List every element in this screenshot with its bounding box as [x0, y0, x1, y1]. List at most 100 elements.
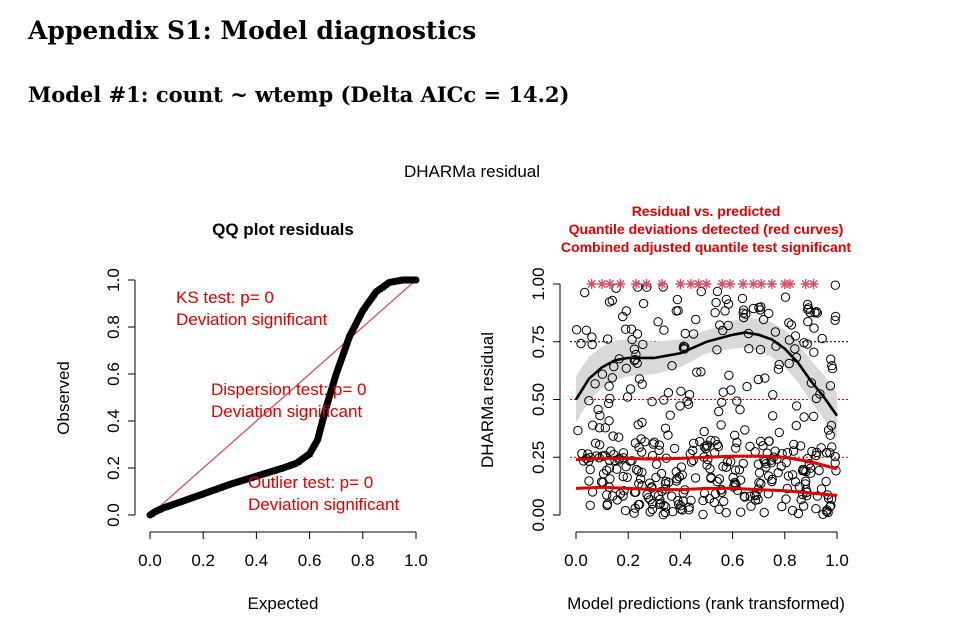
residual-point: [647, 397, 657, 407]
qq-x-tick-label: 0.0: [138, 551, 162, 570]
residual-point: [629, 508, 639, 518]
residual-point: [659, 325, 669, 335]
outlier-star: [657, 279, 668, 289]
residual-point: [827, 442, 837, 452]
qq-point: [371, 291, 378, 298]
residual-point: [634, 374, 645, 384]
qq-point: [352, 322, 359, 328]
residual-point: [610, 455, 620, 466]
residual-point: [710, 308, 720, 318]
residual-point: [710, 436, 720, 446]
qq-x-tick-label: 0.4: [245, 551, 269, 570]
median-smooth-confidence-band: [576, 317, 837, 439]
residual-x-tick-label: 1.0: [825, 551, 849, 570]
residual-point: [588, 420, 598, 430]
qq-y-tick-label: 0.0: [104, 503, 123, 527]
outlier-star: [785, 279, 796, 289]
residual-point: [654, 445, 664, 455]
residual-point: [698, 509, 708, 520]
residual-point: [571, 325, 582, 335]
residual-point: [735, 405, 745, 415]
residual-point: [770, 327, 781, 337]
residual-point: [663, 388, 674, 398]
qq-point: [327, 390, 334, 396]
qq-point: [412, 276, 420, 282]
residual-point: [798, 501, 809, 511]
residual-point: [595, 410, 605, 421]
residual-point: [721, 294, 732, 305]
residual-y-tick-label: 0.25: [529, 441, 548, 474]
residual-point: [605, 474, 615, 484]
outlier-star: [748, 279, 759, 289]
residual-point: [787, 470, 798, 480]
residual-point: [808, 411, 819, 422]
residual-point: [712, 286, 723, 297]
residual-point: [800, 479, 811, 489]
residual-point: [607, 373, 617, 383]
outlier-star: [693, 279, 704, 289]
residual-point: [654, 440, 665, 450]
residual-point: [647, 504, 658, 515]
residual-point: [718, 387, 728, 397]
residual-point: [640, 437, 650, 447]
outlier-star: [604, 279, 615, 289]
median-smooth-curve: [574, 331, 839, 417]
residual-point: [637, 447, 647, 457]
residual-point: [684, 390, 695, 400]
residual-point: [665, 410, 675, 420]
residual-point: [584, 396, 594, 406]
residual-point: [780, 292, 791, 302]
residual-point: [783, 471, 794, 481]
residual-y-axis-label: DHARMa residual: [478, 332, 497, 468]
residual-point: [595, 440, 605, 450]
residual-point: [621, 462, 631, 472]
residual-vs-predicted-panel: Residual vs. predicted Quantile deviation…: [478, 203, 851, 613]
qq-point: [331, 376, 338, 383]
outlier-star: [779, 279, 790, 289]
residual-point: [612, 495, 622, 505]
residual-point: [651, 459, 662, 469]
residual-plot-title-line: Quantile deviations detected (red curves…: [569, 221, 844, 237]
qq-point: [348, 329, 355, 335]
residual-point: [686, 495, 696, 506]
residual-point: [830, 458, 840, 468]
residual-point: [731, 443, 741, 453]
residual-y-tick-label: 0.50: [529, 383, 548, 416]
residual-point: [629, 344, 640, 354]
residual-point: [748, 303, 759, 314]
residual-point: [782, 483, 792, 494]
ks-test-annotation-line: Deviation significant: [176, 310, 327, 329]
qq-point: [310, 444, 317, 450]
residual-x-axis-label: Model predictions (rank transformed): [567, 594, 845, 613]
qq-point: [323, 401, 330, 408]
residual-point: [745, 441, 755, 452]
residual-point: [633, 500, 644, 510]
residual-points: [571, 280, 841, 520]
residual-point: [656, 468, 667, 479]
residual-point: [764, 308, 774, 319]
residual-point: [803, 316, 813, 327]
residual-point: [790, 331, 801, 341]
residual-point: [585, 500, 595, 510]
residual-point: [816, 443, 826, 453]
residual-point: [754, 478, 764, 488]
residual-point: [712, 476, 722, 487]
outlier-star: [615, 279, 626, 289]
residual-point: [830, 315, 840, 325]
residual-point: [809, 347, 819, 357]
residual-point: [718, 461, 728, 472]
residual-point: [774, 359, 784, 370]
residual-point: [573, 425, 583, 436]
residual-point: [825, 448, 835, 458]
residual-point: [702, 460, 712, 470]
residual-point: [690, 473, 701, 483]
residual-point: [659, 395, 669, 405]
qq-x-axis-label: Expected: [248, 594, 319, 613]
residual-point: [645, 495, 655, 505]
residual-point: [675, 401, 685, 411]
dispersion-test-annotation: Dispersion test: p= 0 Deviation significa…: [211, 380, 366, 421]
residual-point: [802, 339, 812, 349]
residual-point: [814, 465, 824, 476]
qq-y-tick-label: 0.4: [104, 409, 123, 433]
residual-point: [805, 463, 816, 473]
